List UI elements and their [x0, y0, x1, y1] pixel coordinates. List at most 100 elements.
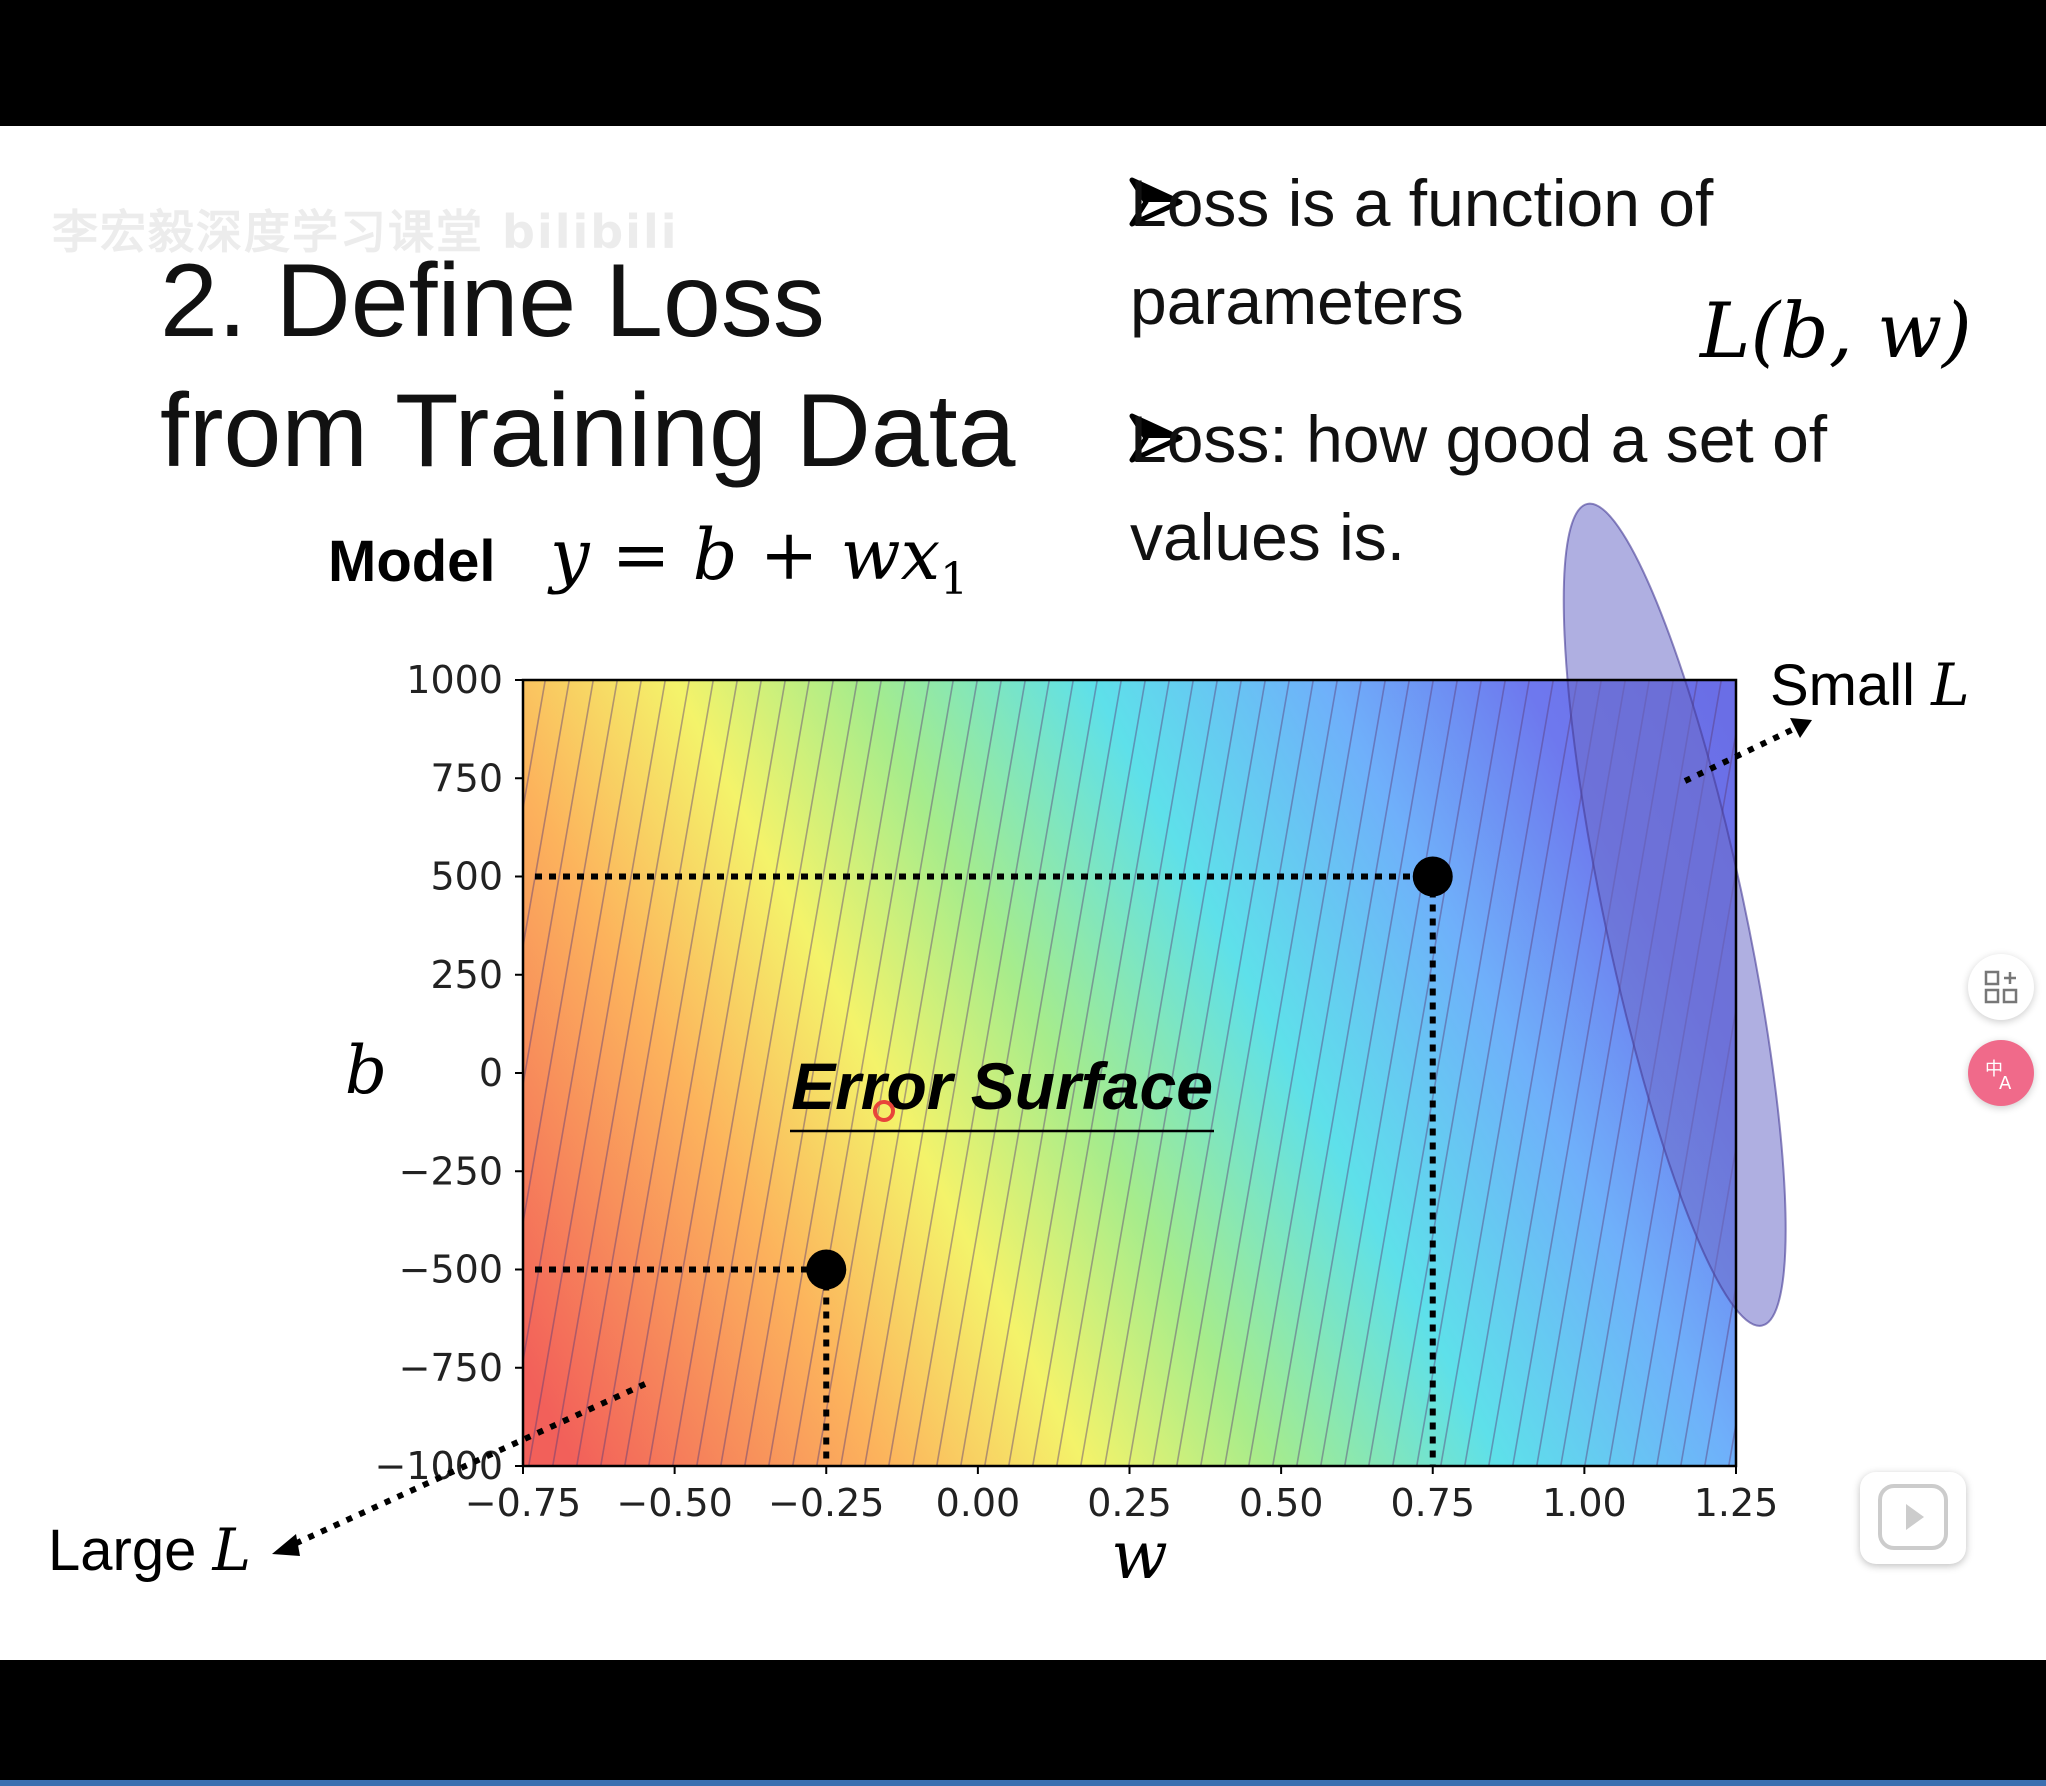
model-equation: y = b + wx1 [550, 514, 969, 605]
contour-line [599, 680, 739, 1466]
contour-line [791, 680, 931, 1466]
title-line-2: from Training Data [160, 373, 1016, 489]
contour-line [887, 680, 1027, 1466]
contour-line [119, 670, 259, 1476]
marked-point [1412, 856, 1453, 897]
contour-line [2039, 670, 2046, 1476]
contour-line [523, 680, 619, 1228]
slide-title: 2. Define Loss from Training Data [160, 236, 1015, 496]
contour-line [935, 680, 1075, 1466]
minimum-basin [1562, 502, 1787, 1327]
video-letterbox-bottom [0, 1660, 2046, 1786]
bullet-1: Loss is a function of parameters [1130, 166, 1714, 338]
arrow-bullet-icon [1129, 413, 1183, 463]
contour-line [0, 670, 139, 1476]
x-tick-label: 1.00 [1542, 1481, 1627, 1525]
svg-text:中: 中 [1985, 1059, 2003, 1080]
contour-line [959, 680, 1099, 1466]
contour-line [1295, 680, 1435, 1466]
contour-line [1055, 680, 1195, 1466]
grid-plus-icon [1984, 970, 2018, 1004]
contour-line [0, 670, 91, 1476]
x-tick-label: 0.00 [936, 1481, 1021, 1525]
contour-line [1775, 670, 1915, 1476]
contour-line [143, 670, 283, 1476]
x-tick-label: 0.50 [1239, 1481, 1324, 1525]
grid-plus-button[interactable] [1968, 954, 2034, 1020]
contour-line [1439, 680, 1579, 1466]
svg-text:A: A [1999, 1073, 2012, 1093]
y-axis-label: b [345, 1032, 387, 1109]
contour-line [1391, 680, 1531, 1466]
large-L-arrowhead [272, 1534, 300, 1556]
video-letterbox-top [0, 0, 2046, 126]
contour-line [1847, 670, 1987, 1476]
contour-line [719, 680, 859, 1466]
y-tick-label: 750 [430, 756, 503, 800]
contour-line [1127, 680, 1267, 1466]
contour-line [1799, 670, 1939, 1476]
contour-line [551, 680, 691, 1466]
x-tick-label: −0.25 [768, 1481, 884, 1525]
contour-line [167, 670, 307, 1476]
contour-line [1031, 680, 1171, 1466]
surface-fill [523, 680, 1736, 1466]
bullet-2: Loss: how good a set of values is. [1130, 402, 1828, 574]
contour-line [1463, 680, 1603, 1466]
contour-lines [0, 670, 2046, 1476]
arrow-bullet-icon [1129, 177, 1183, 227]
play-button[interactable] [1860, 1468, 1966, 1564]
contour-line [695, 680, 835, 1466]
contour-line [527, 680, 667, 1466]
contour-line [523, 680, 571, 952]
x-tick-label: 1.25 [1694, 1481, 1779, 1525]
x-tick-label: 0.75 [1390, 1481, 1475, 1525]
y-tick-label: −500 [399, 1248, 503, 1292]
contour-line [623, 680, 763, 1466]
lecture-slide: 李宏毅深度学习课堂 bilibili 2. Define Loss from T… [0, 126, 2046, 1660]
contour-line [1679, 1143, 1736, 1466]
contour-line [983, 680, 1123, 1466]
contour-line [0, 670, 115, 1476]
contour-line [863, 680, 1003, 1466]
contour-line [1367, 680, 1507, 1466]
contour-line [1343, 680, 1483, 1466]
marked-point [806, 1249, 847, 1290]
contour-line [1079, 680, 1219, 1466]
contour-line [1175, 680, 1315, 1466]
y-tick-label: 500 [430, 855, 503, 899]
contour-line [1199, 680, 1339, 1466]
contour-line [1415, 680, 1555, 1466]
contour-line [1151, 680, 1291, 1466]
contour-line [815, 680, 955, 1466]
title-line-1: 2. Define Loss [160, 243, 825, 359]
x-tick-label: 0.25 [1087, 1481, 1172, 1525]
contour-line [215, 670, 355, 1476]
translate-icon: 中 A [1985, 1059, 2012, 1093]
x-tick-label: −0.75 [465, 1481, 581, 1525]
x-axis-label: w [1111, 1517, 1168, 1594]
large-L-label: Large L [48, 1516, 251, 1584]
contour-line [911, 680, 1051, 1466]
contour-line [671, 680, 811, 1466]
x-tick-label: −0.50 [616, 1481, 732, 1525]
large-L-pointer [288, 1381, 647, 1549]
y-tick-label: −250 [399, 1149, 503, 1193]
contour-line [1247, 680, 1387, 1466]
y-tick-label: 0 [479, 1051, 503, 1095]
translate-button[interactable]: 中 A [1968, 1040, 2034, 1106]
contour-line [575, 680, 715, 1466]
small-L-arrowhead [1790, 718, 1812, 738]
contour-line [1319, 680, 1459, 1466]
contour-line [0, 670, 67, 1476]
contour-line [23, 670, 163, 1476]
contour-line [523, 680, 643, 1366]
y-tick-label: 250 [430, 953, 503, 997]
contour-line [1823, 670, 1963, 1476]
watermark: 李宏毅深度学习课堂 bilibili [52, 205, 679, 259]
y-tick-label: −750 [399, 1346, 503, 1390]
contour-line [1007, 680, 1147, 1466]
contour-line [1223, 680, 1363, 1466]
contour-line [47, 670, 187, 1476]
